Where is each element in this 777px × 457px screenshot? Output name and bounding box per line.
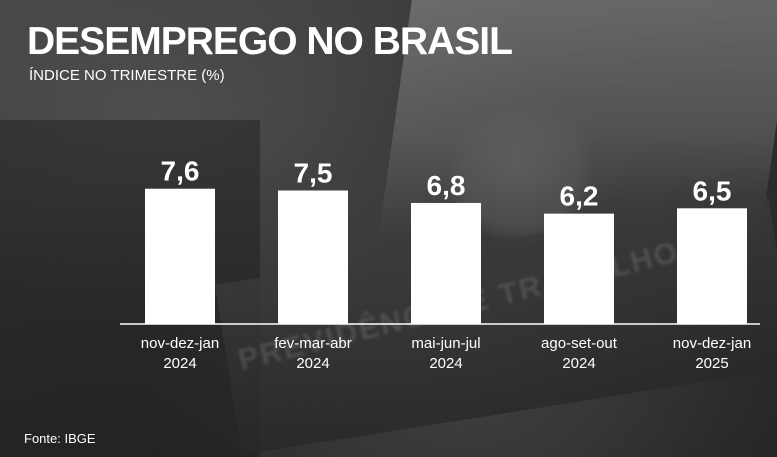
x-tick-year-5: 2025 bbox=[695, 355, 728, 372]
x-tick-label-1: nov-dez-jan bbox=[141, 335, 219, 352]
source-note: Fonte: IBGE bbox=[24, 431, 96, 446]
bar-4 bbox=[544, 213, 614, 324]
x-tick-label-3: mai-jun-jul bbox=[411, 335, 480, 352]
x-tick-year-2: 2024 bbox=[296, 355, 329, 372]
bar-value-label-2: 7,5 bbox=[294, 158, 333, 189]
bar-2 bbox=[278, 190, 348, 324]
chart-title: DESEMPREGO NO BRASIL bbox=[27, 20, 513, 63]
x-tick-year-3: 2024 bbox=[429, 355, 462, 372]
bar-5 bbox=[677, 208, 747, 324]
x-tick-label-5: nov-dez-jan bbox=[673, 335, 751, 352]
x-tick-year-4: 2024 bbox=[562, 355, 595, 372]
bar-value-label-4: 6,2 bbox=[560, 181, 599, 212]
chart-subtitle: ÍNDICE NO TRIMESTRE (%) bbox=[29, 67, 225, 84]
x-tick-label-4: ago-set-out bbox=[541, 335, 618, 352]
bar-value-label-5: 6,5 bbox=[693, 175, 732, 206]
bar-value-label-1: 7,6 bbox=[161, 156, 200, 187]
x-tick-label-2: fev-mar-abr bbox=[274, 335, 352, 352]
bar-value-label-3: 6,8 bbox=[427, 170, 466, 201]
bar-1 bbox=[145, 188, 215, 324]
bar-3 bbox=[411, 202, 481, 324]
x-tick-year-1: 2024 bbox=[163, 355, 196, 372]
